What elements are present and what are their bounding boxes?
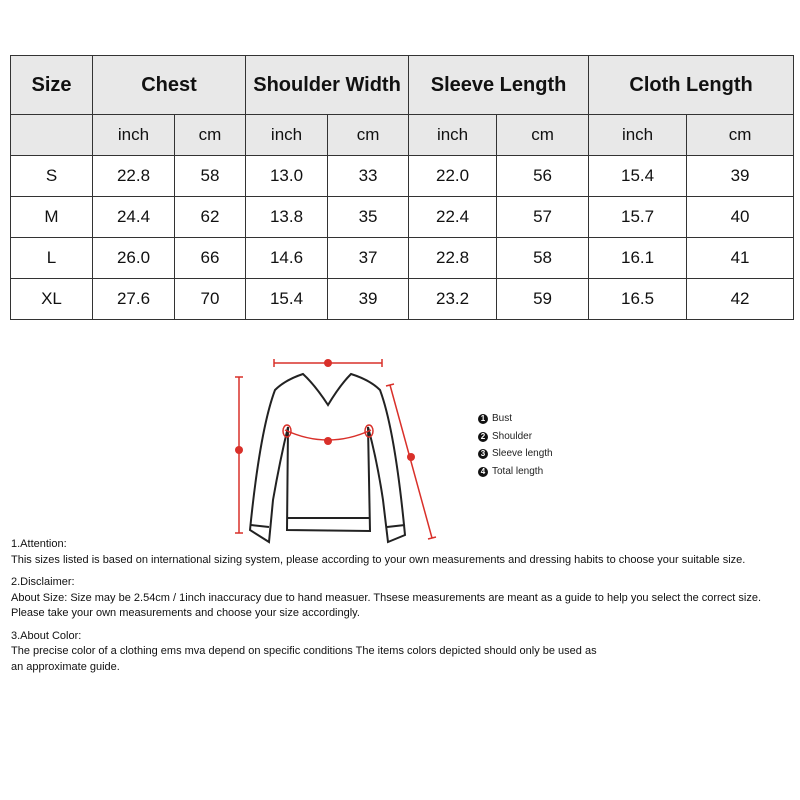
- legend-label: Shoulder: [492, 430, 533, 442]
- value-cell: 22.0: [408, 155, 498, 197]
- number-badge-icon: 2: [478, 431, 488, 442]
- measurement-legend: 1 Bust 2 Shoulder 3 Sleeve length 4 Total lengt…: [478, 410, 553, 480]
- value-cell: 41: [686, 237, 795, 279]
- unit-cell: cm: [173, 114, 247, 156]
- legend-item: 4 Total length: [478, 463, 553, 481]
- header-row: Size Chest Shoulder Width Sleeve Length …: [10, 55, 795, 115]
- measure-markers: [235, 359, 415, 461]
- value-cell: 22.4: [408, 196, 498, 238]
- value-cell: 57: [496, 196, 590, 238]
- table-row: XL 27.6 70 15.4 39 23.2 59 16.5 42: [10, 278, 795, 320]
- unit-cell: inch: [92, 114, 175, 156]
- value-cell: 66: [173, 237, 247, 279]
- value-cell: 15.7: [588, 196, 688, 238]
- legend-item: 1 Bust: [478, 410, 553, 428]
- note-line: an approximate guide.: [11, 660, 120, 673]
- unit-cell: inch: [408, 114, 498, 156]
- size-cell: L: [10, 237, 93, 279]
- value-cell: 16.1: [588, 237, 688, 279]
- note-title: 1.Attention:: [11, 538, 67, 550]
- number-badge-icon: 3: [478, 449, 488, 459]
- header-size: Size: [10, 55, 93, 115]
- unit-cell: [10, 114, 93, 156]
- note: 1.Attention: This sizes listed is based o…: [11, 537, 761, 568]
- size-chart-table: Size Chest Shoulder Width Sleeve Length …: [10, 55, 795, 320]
- value-cell: 33: [327, 155, 410, 197]
- unit-cell: cm: [327, 114, 410, 156]
- value-cell: 23.2: [408, 278, 498, 320]
- value-cell: 39: [686, 155, 795, 197]
- note-line: About Size: Size may be 2.54cm / 1inch i…: [11, 591, 762, 604]
- size-cell: M: [10, 196, 93, 238]
- table-row: M 24.4 62 13.8 35 22.4 57 15.7 40: [10, 196, 795, 238]
- value-cell: 40: [686, 196, 795, 238]
- value-cell: 59: [496, 278, 590, 320]
- legend-label: Sleeve length: [492, 448, 553, 459]
- value-cell: 13.0: [245, 155, 329, 197]
- legend-label: Bust: [492, 413, 513, 424]
- sweater-outline-icon: [248, 372, 407, 544]
- note-title: 3.About Color:: [11, 629, 82, 642]
- value-cell: 35: [327, 196, 410, 238]
- unit-cell: cm: [496, 114, 590, 156]
- value-cell: 58: [173, 155, 247, 197]
- note-title: 2.Disclaimer:: [11, 576, 75, 588]
- value-cell: 26.0: [92, 237, 175, 279]
- header-shoulder: Shoulder Width: [245, 55, 410, 115]
- value-cell: 37: [327, 237, 410, 279]
- value-cell: 42: [686, 278, 795, 320]
- measure-lines: [235, 359, 437, 540]
- note-line: The precise color of a clothing ems mva …: [11, 645, 597, 657]
- value-cell: 14.6: [245, 237, 329, 279]
- table-row: S 22.8 58 13.0 33 22.0 56 15.4 39: [10, 155, 795, 197]
- note: 2.Disclaimer: About Size: Size may be 2.5…: [11, 575, 761, 622]
- number-badge-icon: 1: [478, 414, 488, 424]
- value-cell: 13.8: [245, 196, 329, 238]
- value-cell: 24.4: [92, 196, 175, 238]
- value-cell: 39: [327, 278, 410, 320]
- unit-row: inch cm inch cm inch cm inch cm: [10, 114, 795, 156]
- value-cell: 70: [173, 278, 247, 320]
- legend-item: 3 Sleeve length: [478, 445, 553, 463]
- value-cell: 62: [173, 196, 247, 238]
- value-cell: 27.6: [92, 278, 175, 320]
- unit-cell: inch: [588, 114, 688, 156]
- value-cell: 15.4: [588, 155, 688, 197]
- size-cell: S: [10, 155, 93, 197]
- value-cell: 56: [496, 155, 590, 197]
- header-cloth-length: Cloth Length: [588, 55, 795, 115]
- value-cell: 58: [496, 237, 590, 279]
- notes-section: 1.Attention: This sizes listed is based o…: [11, 537, 761, 682]
- header-sleeve: Sleeve Length: [408, 55, 590, 115]
- table-row: L 26.0 66 14.6 37 22.8 58 16.1 41: [10, 237, 795, 279]
- header-chest: Chest: [91, 55, 247, 115]
- value-cell: 16.5: [588, 278, 688, 320]
- size-cell: XL: [10, 278, 93, 320]
- sweater-measurement-diagram: [235, 359, 437, 544]
- unit-cell: inch: [245, 114, 329, 156]
- number-badge-icon: 4: [478, 466, 488, 477]
- legend-item: 2 Shoulder: [478, 428, 553, 446]
- value-cell: 22.8: [408, 237, 498, 279]
- unit-cell: cm: [686, 114, 795, 156]
- value-cell: 15.4: [245, 278, 329, 320]
- note-line: This sizes listed is based on internatio…: [11, 553, 746, 566]
- value-cell: 22.8: [92, 155, 175, 197]
- note: 3.About Color: The precise color of a clo…: [11, 629, 761, 676]
- note-line: Please take your own measurements and ch…: [11, 607, 360, 619]
- legend-label: Total length: [492, 465, 544, 477]
